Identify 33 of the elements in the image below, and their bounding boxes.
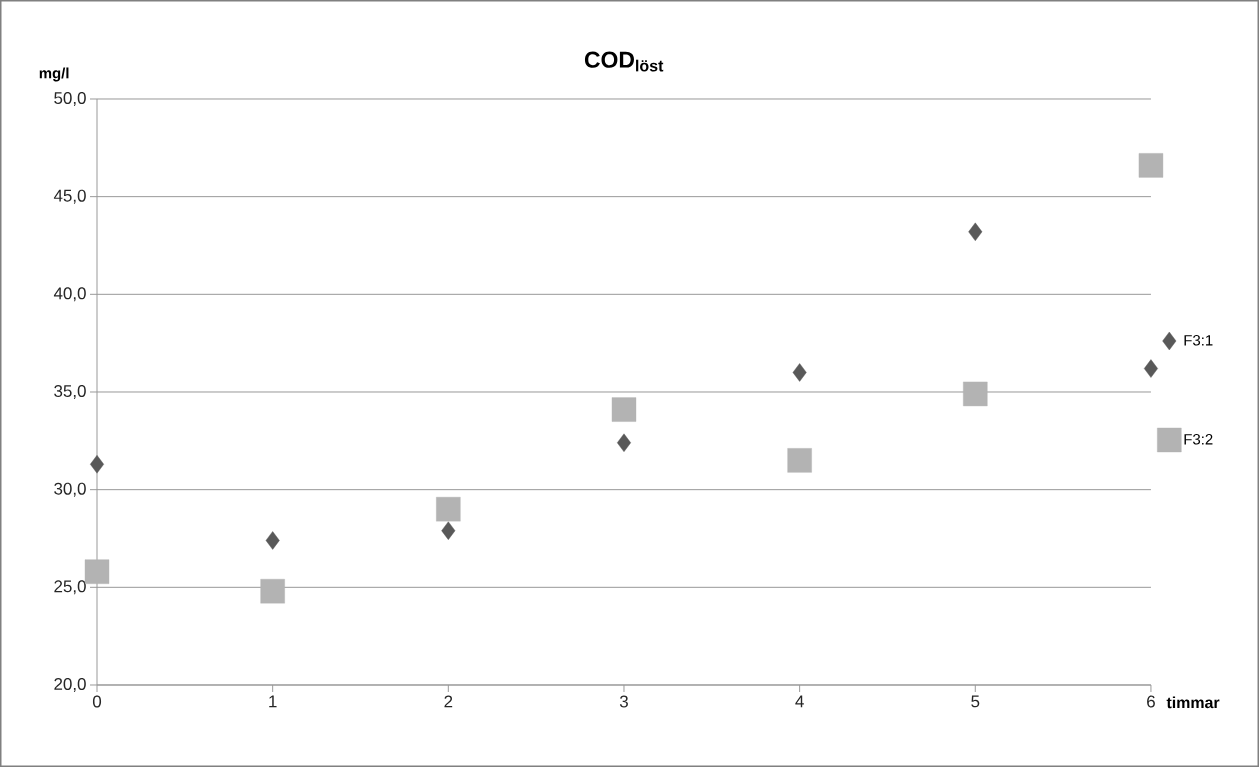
y-tick-label: 25,0: [54, 580, 86, 595]
point: [1138, 153, 1164, 178]
point: [441, 521, 456, 540]
legend-label: F3:1: [1184, 335, 1213, 346]
point: [1144, 359, 1158, 378]
x-tick-label: 6: [1147, 695, 1155, 708]
y-tick-label: 35,0: [54, 384, 86, 399]
x-tick-label: 2: [444, 695, 453, 708]
y-axis-title: mg/l: [39, 67, 69, 82]
point: [611, 397, 637, 422]
point: [90, 455, 104, 474]
x-tick-label: 1: [269, 695, 277, 708]
y-tick-label: 30,0: [54, 482, 86, 497]
point: [792, 363, 807, 382]
x-tick-label: 3: [619, 695, 628, 708]
point: [84, 559, 110, 584]
x-tick-label: 0: [92, 695, 102, 708]
y-tick-label: 45,0: [53, 189, 86, 204]
y-tick-label: 50,0: [54, 91, 86, 106]
y-tick-label: 20,0: [54, 677, 86, 692]
chart-title: COD$_{löst}$: [584, 51, 664, 72]
legend-label: F3:2: [1184, 434, 1213, 445]
point: [265, 531, 280, 550]
point: [968, 222, 983, 242]
point: [260, 579, 285, 604]
point: [436, 496, 461, 522]
x-axis-title: timmar: [1166, 696, 1220, 709]
x-tick-label: 5: [971, 695, 980, 708]
x-tick-label: 4: [795, 695, 804, 708]
point: [617, 433, 631, 452]
point: [963, 381, 988, 407]
y-tick-label: 40,0: [53, 287, 86, 302]
point: [787, 448, 812, 473]
